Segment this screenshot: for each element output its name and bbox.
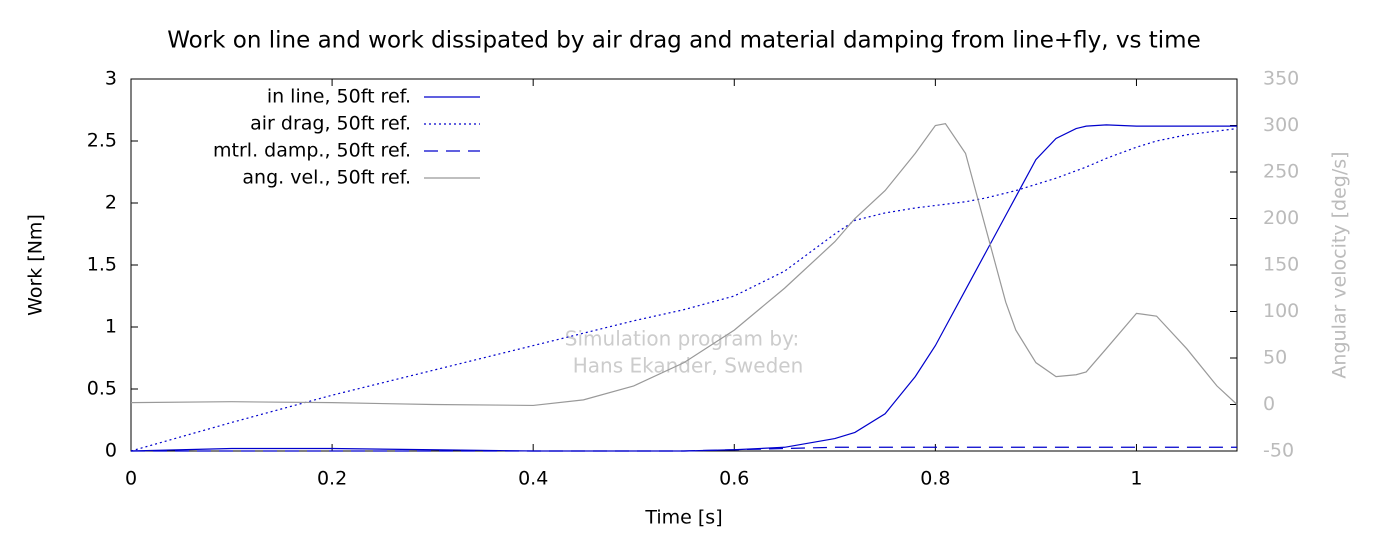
y2-tick-label: 0 bbox=[1263, 393, 1275, 415]
chart-title: Work on line and work dissipated by air … bbox=[167, 28, 1201, 54]
y2-axis-label: Angular velocity [deg/s] bbox=[1329, 151, 1351, 378]
y-tick-label: 3 bbox=[105, 68, 117, 90]
x-tick-label: 0.6 bbox=[719, 468, 749, 490]
y2-tick-label: 200 bbox=[1263, 207, 1299, 229]
legend-label: in line, 50ft ref. bbox=[267, 86, 411, 108]
y2-tick-label: 150 bbox=[1263, 254, 1299, 276]
y2-tick-label: 250 bbox=[1263, 161, 1299, 183]
x-tick-label: 0.4 bbox=[518, 468, 548, 490]
y2-tick-label: -50 bbox=[1263, 440, 1294, 462]
y-tick-label: 0.5 bbox=[87, 378, 117, 400]
x-tick-label: 0.2 bbox=[317, 468, 347, 490]
legend-label: ang. vel., 50ft ref. bbox=[242, 167, 411, 189]
series-line bbox=[130, 128, 1238, 452]
x-tick-label: 0 bbox=[125, 468, 137, 490]
y-tick-label: 2 bbox=[105, 192, 117, 214]
y2-tick-label: 300 bbox=[1263, 114, 1299, 136]
x-tick-label: 0.8 bbox=[920, 468, 950, 490]
y-tick-label: 0 bbox=[105, 440, 117, 462]
y2-tick-label: 350 bbox=[1263, 68, 1299, 90]
plot-frame bbox=[130, 78, 1238, 452]
y-tick-label: 2.5 bbox=[87, 130, 117, 152]
y-tick-label: 1 bbox=[105, 316, 117, 338]
watermark: Hans Ekander, Sweden bbox=[573, 354, 804, 378]
legend-label: mtrl. damp., 50ft ref. bbox=[213, 140, 411, 162]
watermark: Simulation program by: bbox=[565, 327, 799, 351]
y2-tick-label: 100 bbox=[1263, 300, 1299, 322]
series-line bbox=[130, 122, 1238, 407]
series-line bbox=[131, 446, 1237, 452]
legend-label: air drag, 50ft ref. bbox=[250, 113, 411, 135]
y2-tick-label: 50 bbox=[1263, 347, 1287, 369]
y-tick-label: 1.5 bbox=[87, 254, 117, 276]
x-axis-label: Time [s] bbox=[644, 507, 722, 529]
y-axis-label: Work [Nm] bbox=[25, 214, 47, 316]
x-tick-label: 1 bbox=[1130, 468, 1142, 490]
